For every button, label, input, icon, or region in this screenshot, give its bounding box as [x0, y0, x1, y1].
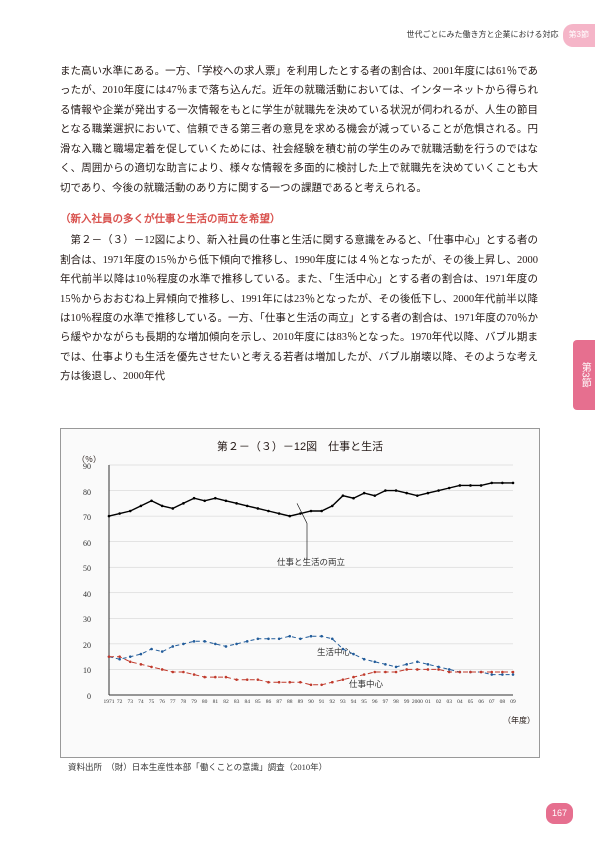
chart-title: 第２－（３）－12図 仕事と生活 — [61, 429, 539, 459]
x-axis-unit: （年度） — [503, 714, 535, 729]
paragraph-2: 第２－（３）－12図により、新入社員の仕事と生活に関する意識をみると、「仕事中心… — [60, 231, 538, 386]
side-tab: 第3節 — [573, 340, 595, 410]
y-tick-label: 80 — [71, 486, 91, 501]
paragraph-1: また高い水準にある。一方、「学校への求人票」を利用したとする者の割合は、2001… — [60, 62, 538, 198]
y-tick-label: 90 — [71, 460, 91, 475]
y-tick-label: 40 — [71, 588, 91, 603]
page-header: 世代ごとにみた働き方と企業における対応 第3節 — [407, 24, 595, 47]
page-number: 167 — [546, 803, 573, 824]
y-tick-label: 30 — [71, 613, 91, 628]
chart-container: 第２－（３）－12図 仕事と生活 （％） 1971727374757677787… — [60, 428, 540, 758]
main-content: また高い水準にある。一方、「学校への求人票」を利用したとする者の割合は、2001… — [60, 62, 538, 397]
y-tick-label: 10 — [71, 664, 91, 679]
y-tick-label: 50 — [71, 562, 91, 577]
y-tick-label: 70 — [71, 511, 91, 526]
chart-source: 資料出所 （財）日本生産性本部「働くことの意識」調査（2010年） — [68, 760, 327, 776]
y-tick-label: 20 — [71, 639, 91, 654]
y-tick-label: 60 — [71, 537, 91, 552]
subheading: （新入社員の多くが仕事と生活の両立を希望） — [60, 210, 538, 229]
header-section-text: 世代ごとにみた働き方と企業における対応 — [407, 28, 563, 43]
y-tick-label: 0 — [71, 690, 91, 705]
chart-plot-area: 1971727374757677787980818283848586878889… — [97, 459, 521, 715]
header-badge: 第3節 — [563, 24, 595, 47]
